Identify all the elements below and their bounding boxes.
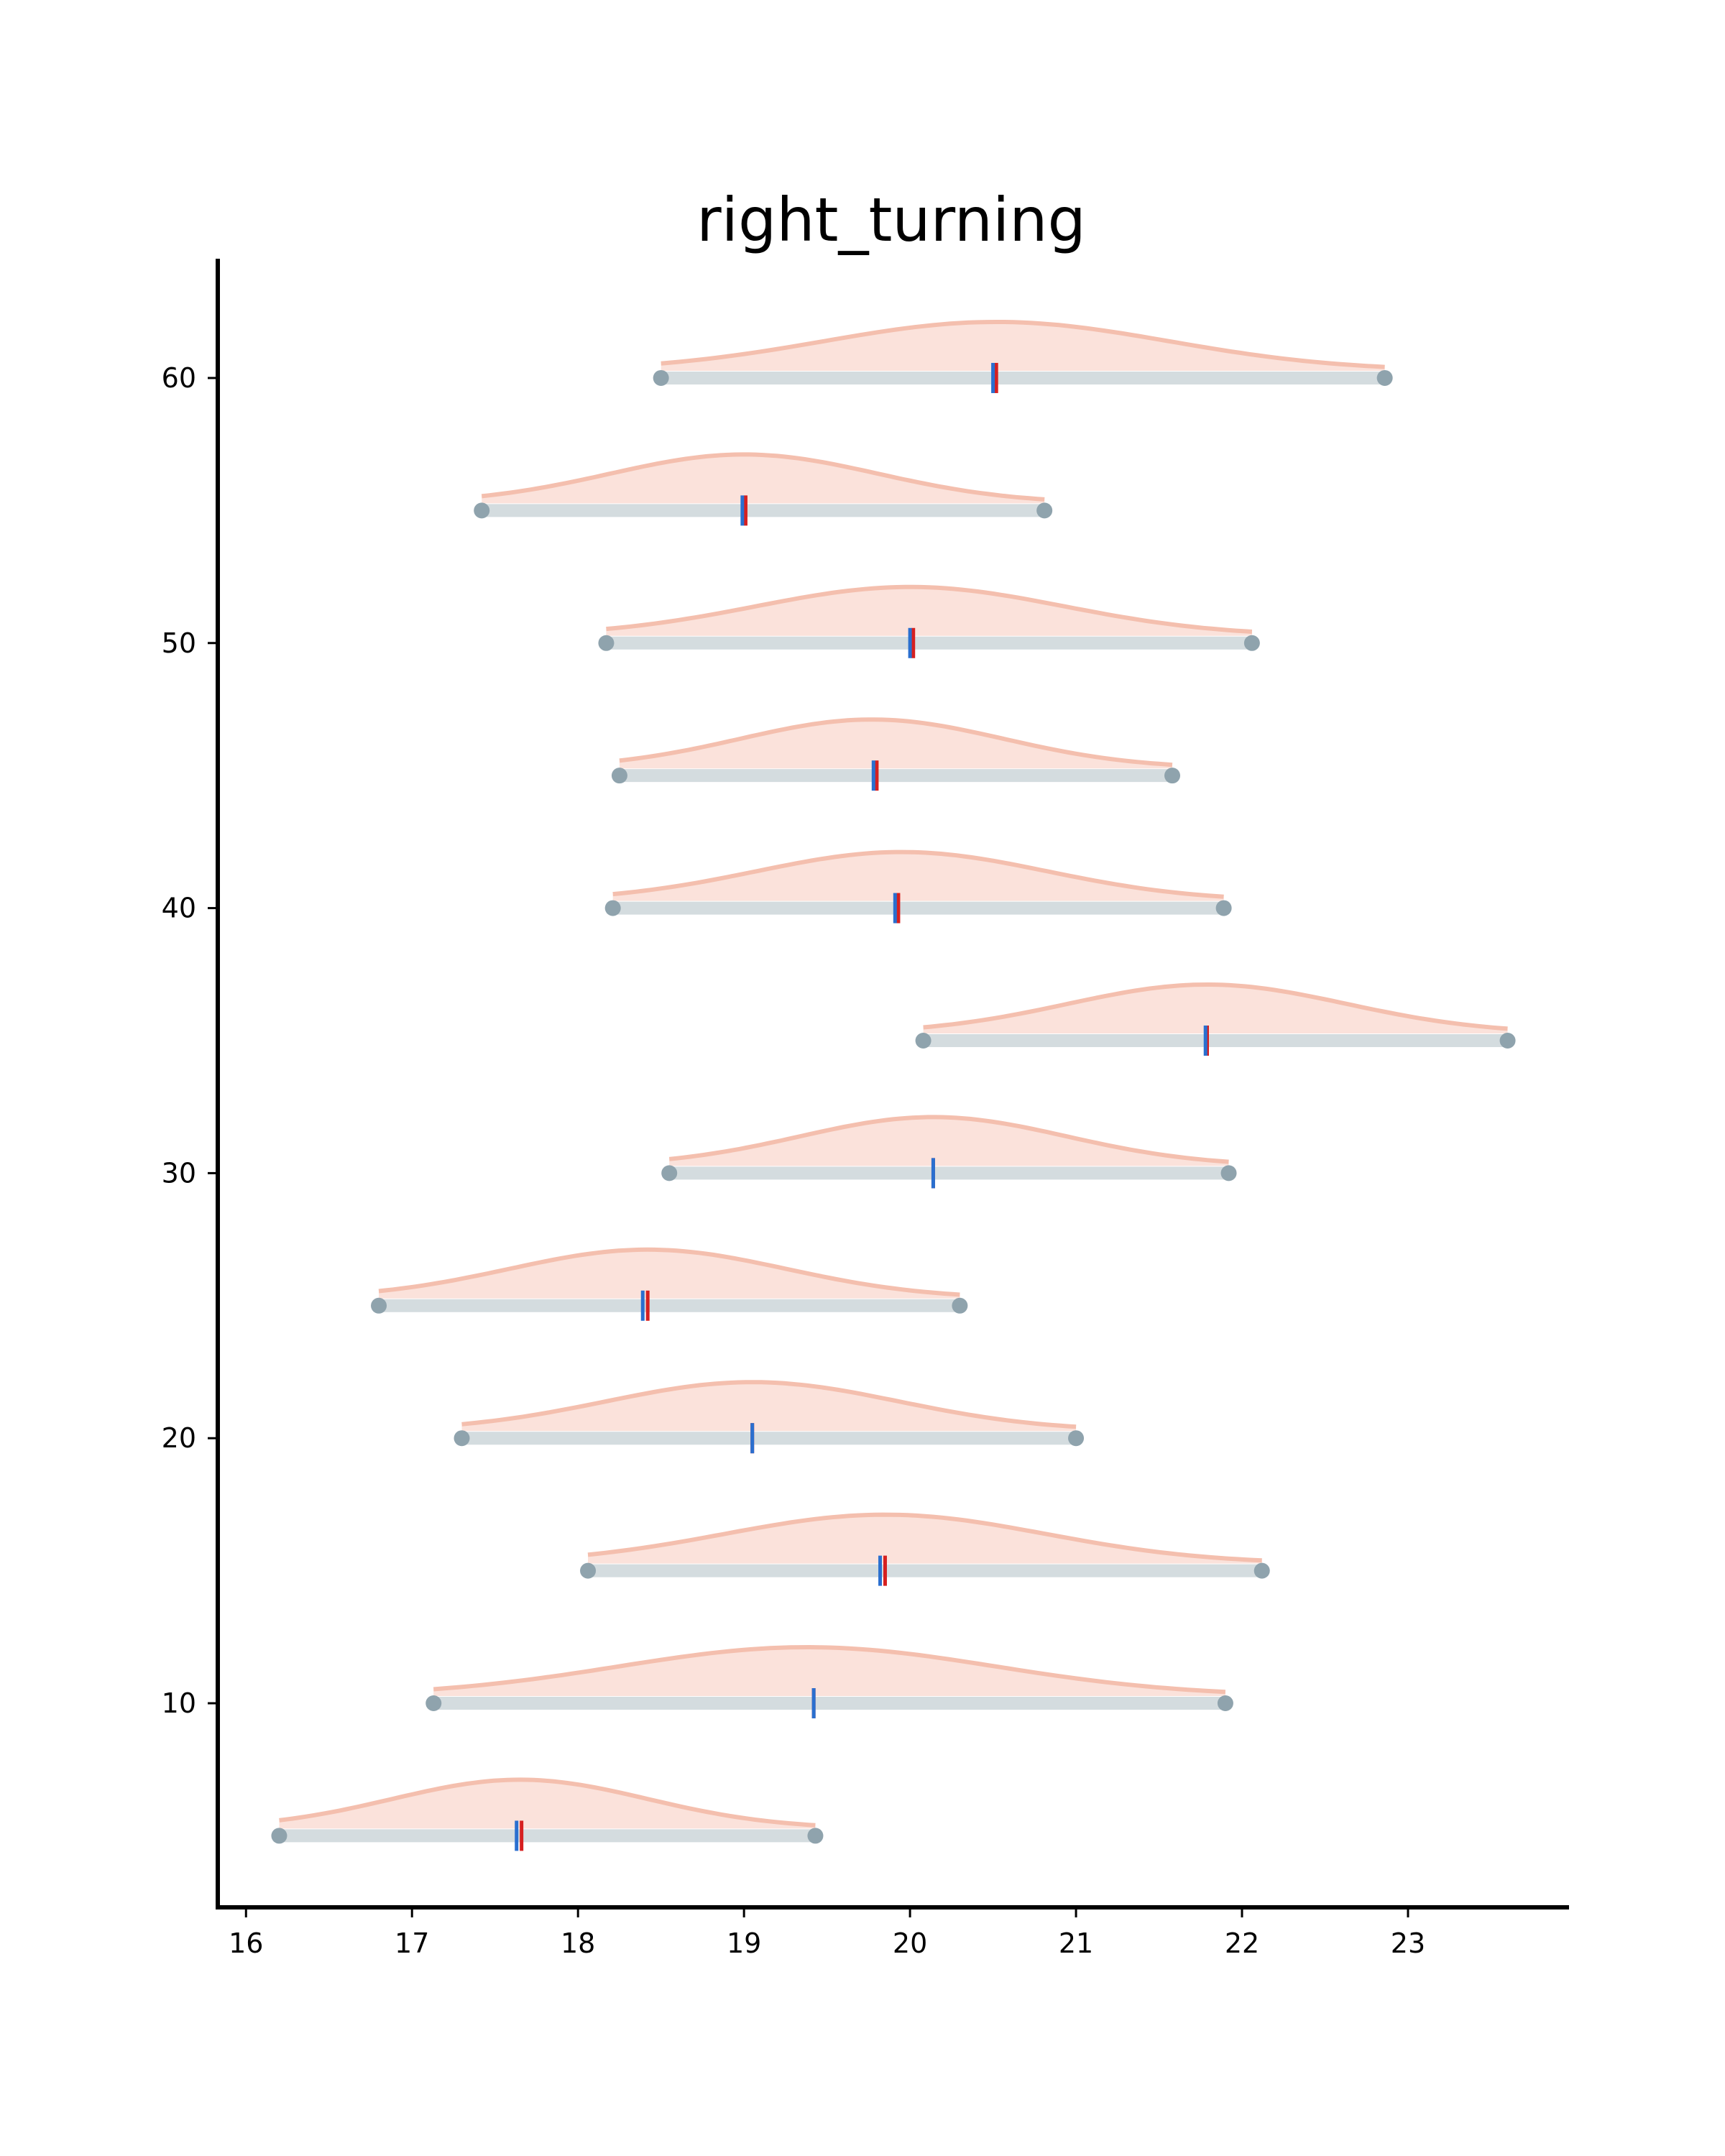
density-area [606,586,1252,636]
density-area [279,1779,816,1829]
density-curve [378,1247,960,1297]
y-tick-label: 40 [162,893,196,924]
y-tick-label: 50 [162,627,196,659]
interval-high-point [1068,1430,1085,1447]
density-area [612,852,1224,901]
interval-low-point [598,635,615,651]
interval-low-point [580,1562,597,1579]
density-curve [668,1115,1229,1164]
density-curve [619,717,1173,768]
interval-high-point [1164,768,1181,784]
interval-row [580,1512,1270,1586]
x-ticks: 16 17 18 19 20 21 22 23 [229,1907,1425,1959]
axes [216,259,1569,1909]
interval-high-point [952,1297,968,1314]
x-tick-label: 23 [1391,1927,1425,1959]
x-tick-label: 17 [395,1927,429,1959]
density-area [588,1514,1262,1564]
interval-high-point [1243,635,1260,651]
x-tick-label: 18 [561,1927,595,1959]
density-area [661,322,1385,371]
density-curve [461,1380,1077,1429]
interval-row [598,584,1260,658]
x-tick-label: 22 [1225,1927,1259,1959]
density-curve [923,982,1508,1031]
interval-low-point [454,1430,470,1447]
density-curve [433,1644,1226,1695]
x-tick-label: 21 [1059,1927,1093,1959]
density-curve [606,584,1253,634]
interval-row [661,1115,1237,1189]
density-area [461,1382,1077,1432]
interval-low-point [661,1165,678,1181]
y-tick-label: 10 [162,1687,196,1719]
interval-row [474,452,1053,526]
interval-high-point [1220,1165,1237,1181]
density-area [669,1117,1229,1166]
interval-low-point [604,900,621,916]
density-curve [481,452,1045,502]
y-ticks: 10 20 30 40 50 60 [162,362,218,1719]
interval-row [915,982,1516,1056]
x-tick-label: 19 [727,1927,761,1959]
interval-rows [271,320,1516,1851]
interval-row [454,1380,1085,1454]
interval-high-point [1036,502,1053,519]
x-tick-label: 20 [893,1927,927,1959]
density-area [379,1249,960,1299]
interval-low-point [426,1695,442,1712]
interval-row [653,320,1393,393]
interval-high-point [807,1828,824,1844]
interval-low-point [271,1828,288,1844]
interval-low-point [611,768,627,784]
density-curve [661,320,1385,369]
y-tick-label: 20 [162,1422,196,1454]
interval-row [604,849,1232,923]
density-curve [587,1512,1262,1563]
interval-high-point [1215,900,1232,916]
interval-high-point [1376,369,1393,386]
interval-low-point [915,1032,932,1049]
interval-low-point [371,1297,387,1314]
density-curve [612,849,1224,899]
x-tick-label: 16 [229,1927,263,1959]
interval-row [611,717,1181,791]
density-area [433,1647,1225,1696]
interval-low-point [474,502,490,519]
interval-low-point [653,369,669,386]
interval-row [426,1644,1233,1719]
interval-high-point [1217,1695,1233,1712]
density-curve [279,1777,816,1828]
interval-row [271,1777,824,1851]
interval-high-point [1499,1032,1516,1049]
y-tick-label: 60 [162,362,196,394]
interval-high-point [1254,1562,1270,1579]
density-area [923,985,1508,1033]
chart-title: right_turning [696,185,1086,255]
interval-row [371,1247,968,1321]
density-area [482,454,1045,504]
y-tick-label: 30 [162,1157,196,1189]
density-area [619,719,1172,769]
